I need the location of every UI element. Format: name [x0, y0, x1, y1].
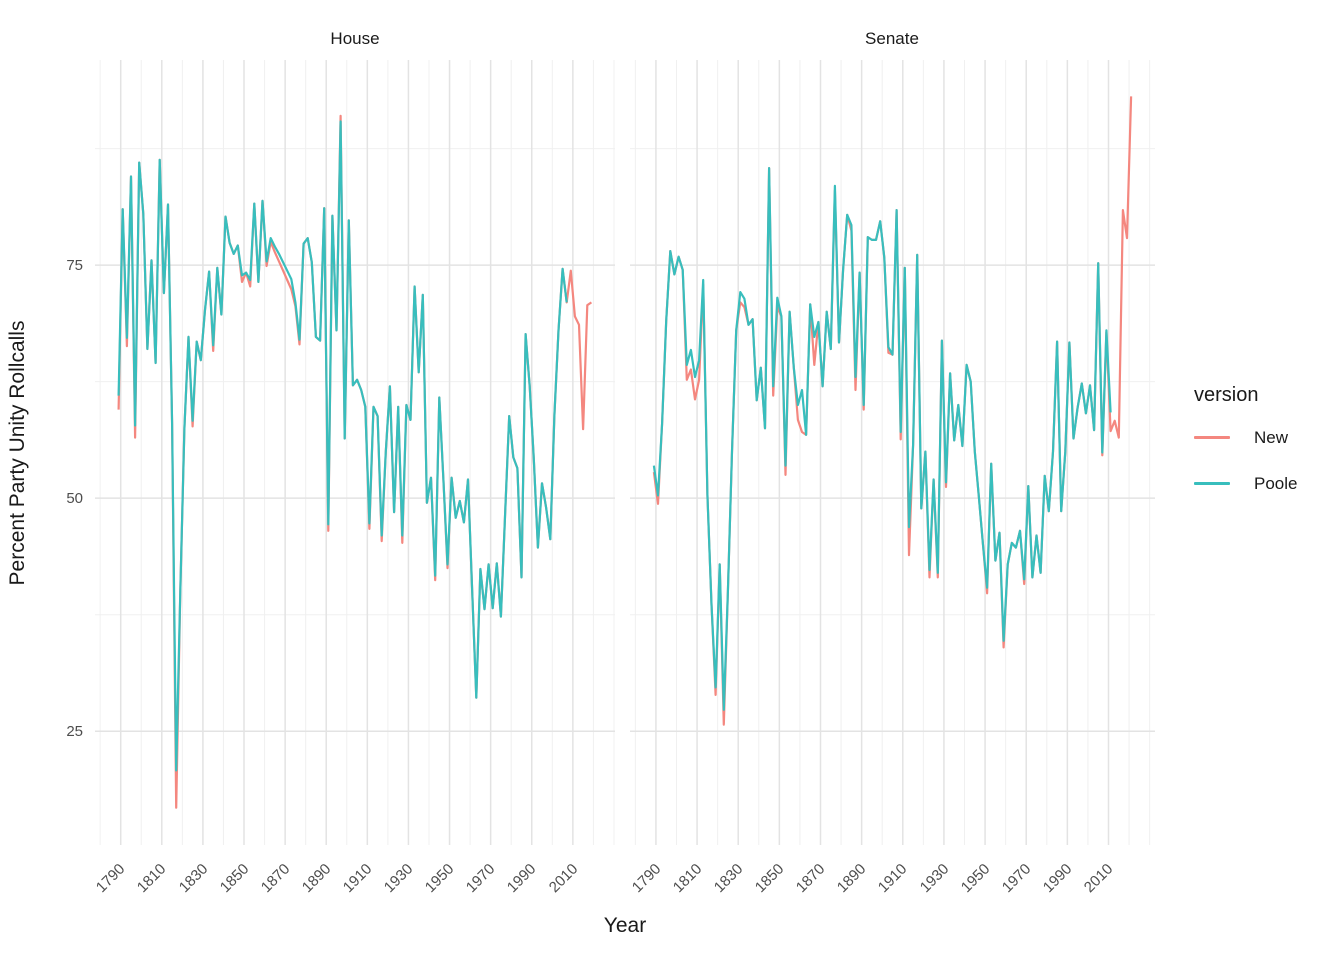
- legend-label-new: New: [1254, 428, 1289, 447]
- series-line-new-house: [117, 114, 593, 809]
- legend-key-line-new-icon: [1194, 436, 1230, 439]
- facet-title-senate: Senate: [865, 29, 919, 48]
- y-tick-label: 75: [66, 256, 83, 274]
- y-axis-title: Percent Party Unity Rollcalls: [6, 320, 29, 586]
- y-tick-label: 50: [66, 489, 83, 507]
- series-line-poole-house: [117, 120, 568, 772]
- y-tick-label: 25: [66, 722, 83, 740]
- legend-label-poole: Poole: [1254, 474, 1298, 493]
- legend-entry-new: New: [1192, 425, 1342, 449]
- legend-key-line-poole-icon: [1194, 482, 1230, 485]
- x-axis-title: Year: [603, 914, 647, 937]
- legend-entry-poole: Poole: [1192, 471, 1342, 495]
- facet-title-house: House: [330, 29, 380, 48]
- series-line-poole-senate: [652, 167, 1112, 711]
- legend: version New Poole: [1192, 384, 1342, 517]
- legend-title: version: [1194, 384, 1259, 406]
